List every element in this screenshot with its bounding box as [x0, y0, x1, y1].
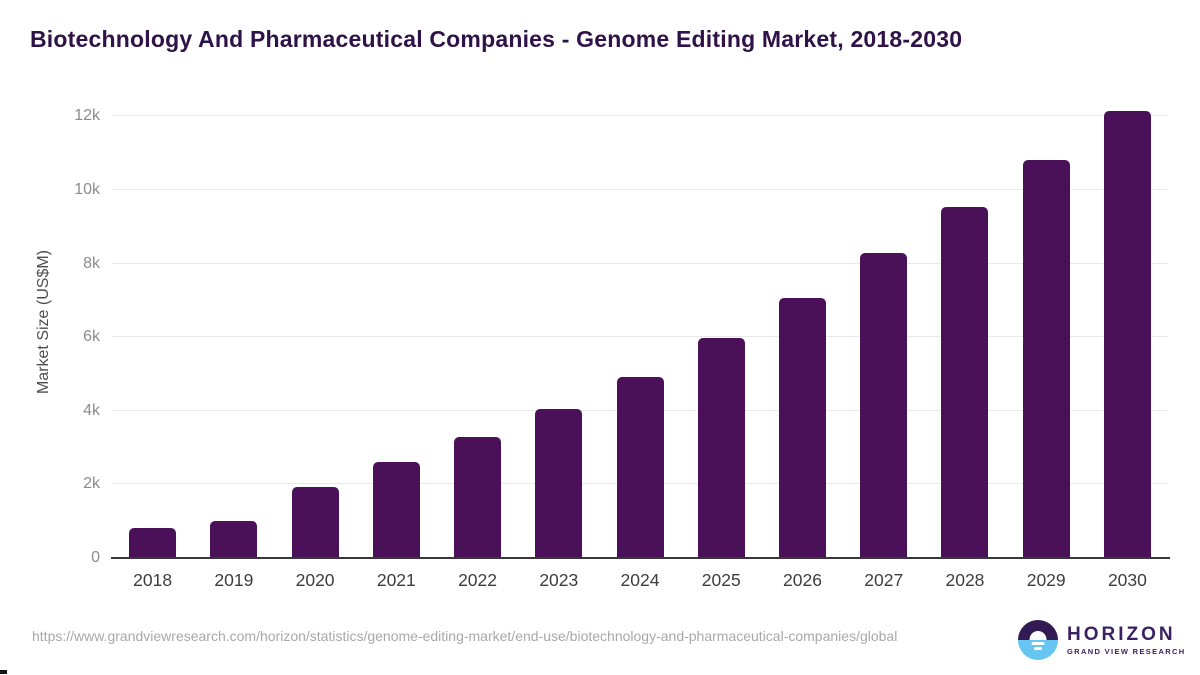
bar-2021	[372, 462, 420, 558]
bar-2025	[697, 338, 745, 558]
x-tick-label-2021: 2021	[376, 570, 416, 590]
horizon-logo: HORIZON GRAND VIEW RESEARCH	[1018, 620, 1186, 660]
bar-2028	[941, 207, 989, 558]
bar-slot-2028	[924, 95, 1005, 558]
sun-dome-shape	[1029, 631, 1047, 640]
x-tick-label-2029: 2029	[1026, 570, 1066, 590]
bar-slot-2023	[518, 95, 599, 558]
crop-artifact	[0, 670, 7, 674]
gridline-6000	[112, 336, 1168, 338]
x-axis-line	[111, 557, 1170, 559]
source-url: https://www.grandviewresearch.com/horizo…	[32, 628, 898, 644]
bar-slot-2027	[843, 95, 924, 558]
x-tick-label-2022: 2022	[458, 570, 498, 590]
x-axis-tick-labels: 2018 2019 2020 2021 2022 2023 2024 2025 2026 2027…	[112, 570, 1168, 591]
y-axis-tick-labels: 0 2k 4k 6k 8k 10k 12k	[0, 95, 100, 566]
y-tick-label-0: 0	[91, 549, 100, 566]
bar-slot-2026	[762, 95, 843, 558]
y-tick-label-4k: 4k	[83, 401, 100, 419]
y-tick-label-6k: 6k	[83, 328, 100, 346]
bar-2019	[210, 520, 258, 558]
x-tick-label-2023: 2023	[539, 570, 579, 590]
x-tick-label-2025: 2025	[701, 570, 741, 590]
bar-2029	[1022, 159, 1070, 558]
bar-2018	[129, 528, 177, 558]
plot-area	[112, 95, 1168, 558]
bar-slot-2020	[274, 95, 355, 558]
y-tick-label-8k: 8k	[83, 254, 100, 272]
x-tick-label-2030: 2030	[1107, 570, 1147, 590]
x-tick-label-2019: 2019	[214, 570, 254, 590]
y-tick-label-12k: 12k	[74, 107, 100, 125]
bar-2023	[535, 409, 583, 558]
bar-2027	[860, 253, 908, 558]
bar-2022	[454, 436, 502, 558]
y-tick-label-2k: 2k	[83, 475, 100, 493]
chart-title: Biotechnology And Pharmaceutical Compani…	[30, 26, 963, 52]
sun-reflection-line	[1034, 647, 1042, 650]
bar-slot-2021	[356, 95, 437, 558]
bar-slot-2018	[112, 95, 193, 558]
sun-reflection-line	[1031, 642, 1045, 645]
bar-slot-2022	[437, 95, 518, 558]
bar-2020	[291, 487, 339, 558]
y-tick-label-10k: 10k	[74, 181, 100, 198]
bar-2024	[616, 376, 664, 558]
horizon-sun-icon	[1018, 620, 1058, 660]
x-tick-label-2024: 2024	[620, 570, 660, 590]
gridline-8000	[112, 262, 1168, 264]
bar-2026	[778, 297, 826, 558]
x-tick-label-2018: 2018	[133, 570, 173, 590]
bar-slot-2029	[1006, 95, 1087, 558]
x-tick-label-2028: 2028	[945, 570, 985, 590]
bar-2030	[1103, 111, 1151, 558]
gridline-12000	[112, 115, 1168, 117]
logo-text: HORIZON GRAND VIEW RESEARCH	[1067, 625, 1186, 656]
bar-series	[112, 95, 1168, 558]
logo-subtitle: GRAND VIEW RESEARCH	[1067, 646, 1186, 656]
x-tick-label-2020: 2020	[295, 570, 335, 590]
logo-name: HORIZON	[1067, 623, 1176, 645]
bar-slot-2030	[1087, 95, 1168, 558]
x-tick-label-2026: 2026	[783, 570, 822, 590]
bar-slot-2019	[193, 95, 274, 558]
bar-slot-2024	[599, 95, 680, 558]
gridline-10000	[112, 189, 1168, 190]
bar-slot-2025	[681, 95, 762, 558]
x-tick-label-2027: 2027	[864, 570, 904, 590]
